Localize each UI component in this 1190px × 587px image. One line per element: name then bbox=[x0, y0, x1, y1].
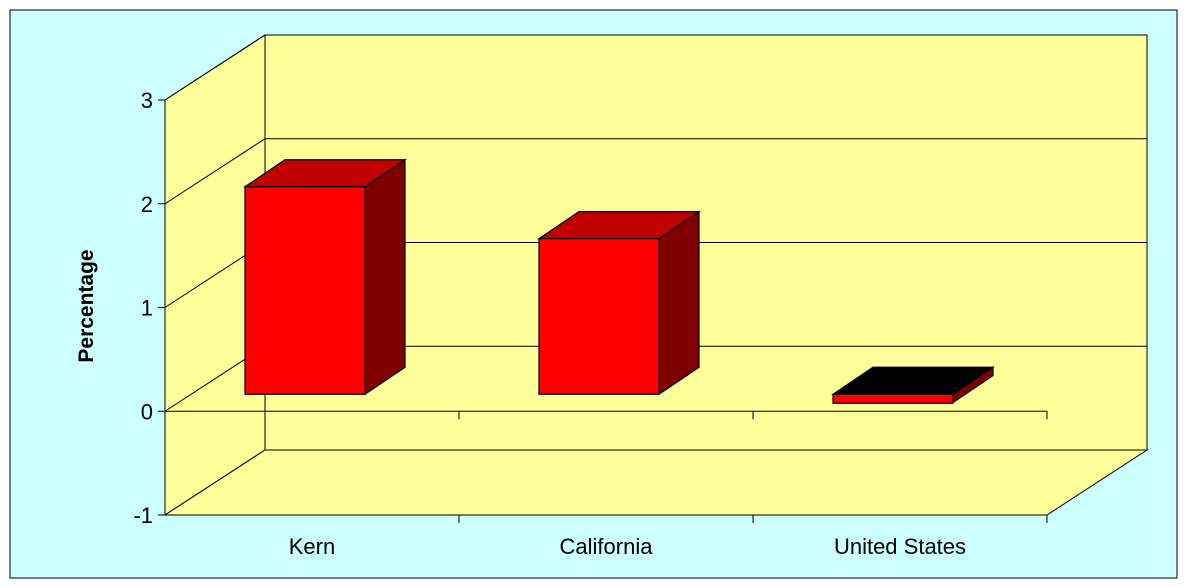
bar-front bbox=[244, 186, 366, 395]
category-label: Kern bbox=[289, 534, 335, 559]
bar-united-states bbox=[831, 366, 995, 404]
category-label: California bbox=[560, 534, 654, 559]
gridline-side bbox=[164, 138, 266, 205]
bar-side bbox=[658, 210, 700, 396]
category-labels: Kern California United States bbox=[289, 534, 966, 559]
gridline-side bbox=[164, 34, 266, 101]
bar-kern bbox=[243, 158, 407, 396]
floor bbox=[163, 449, 1149, 516]
y-tick-labels: -1 0 1 2 3 bbox=[133, 88, 153, 528]
bars bbox=[243, 158, 995, 404]
bar-front bbox=[538, 238, 660, 395]
y-axis-title: Percentage bbox=[75, 249, 98, 362]
y-tick-label: 1 bbox=[141, 296, 153, 321]
y-tick-label: 2 bbox=[141, 192, 153, 217]
y-axis-label: Percentage bbox=[75, 249, 98, 362]
bar-side bbox=[364, 158, 406, 396]
y-tick-label: 0 bbox=[141, 399, 153, 424]
category-label: United States bbox=[834, 534, 966, 559]
axes bbox=[158, 99, 1048, 523]
bar-california bbox=[537, 210, 701, 396]
y-tick-label: -1 bbox=[133, 503, 153, 528]
y-tick-label: 3 bbox=[141, 88, 153, 113]
bar-front bbox=[832, 393, 954, 404]
